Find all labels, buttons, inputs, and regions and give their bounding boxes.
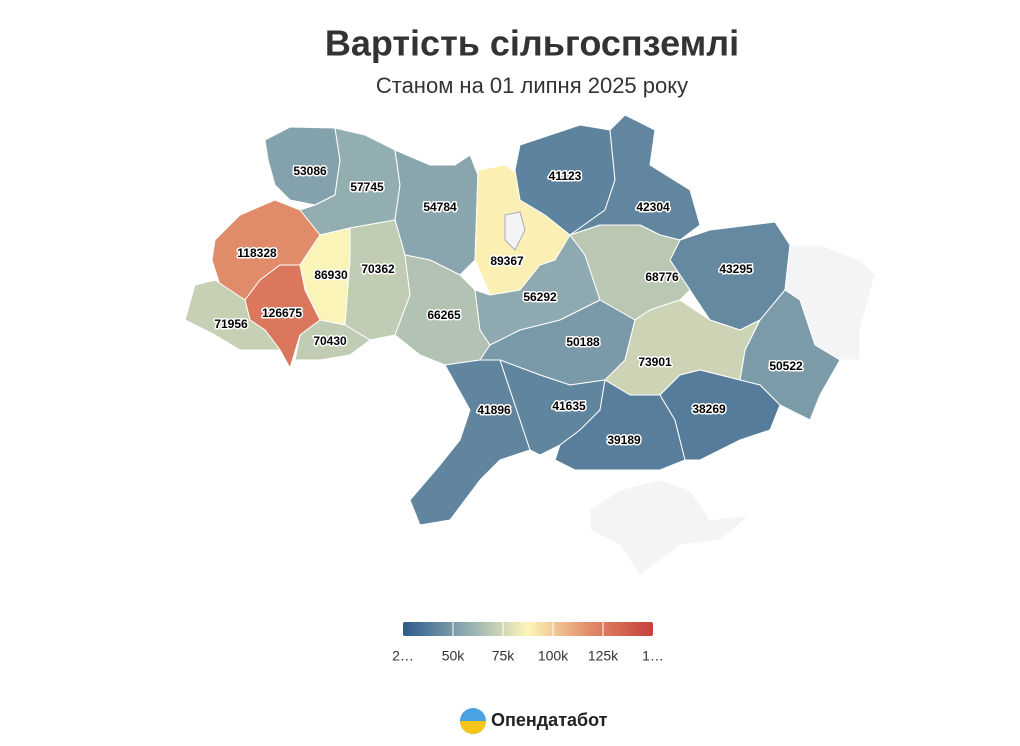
- value-label: 73901: [638, 355, 672, 369]
- value-label: 56292: [523, 290, 557, 304]
- region: [184, 279, 281, 351]
- value-label: 70430: [313, 334, 347, 348]
- value-label: 54784: [423, 200, 457, 214]
- regions: [184, 114, 876, 576]
- value-label: 126675: [262, 306, 302, 320]
- value-label: 50188: [566, 335, 600, 349]
- brand-logo: Опендатабот: [460, 708, 608, 734]
- chart-title: Вартість сільгоспземлі: [325, 23, 739, 64]
- value-label: 71956: [214, 317, 248, 331]
- value-label: 50522: [769, 359, 803, 373]
- value-label: 53086: [293, 164, 327, 178]
- region: [394, 149, 479, 276]
- legend-tick-label: 50k: [442, 648, 466, 664]
- value-label: 68776: [645, 270, 679, 284]
- kyiv-city: [504, 211, 526, 251]
- legend-tick-label: 2…: [392, 648, 414, 664]
- value-label: 66265: [427, 308, 461, 322]
- value-label: 57745: [350, 180, 384, 194]
- region: [659, 369, 781, 461]
- value-label: 38269: [692, 402, 726, 416]
- logo-icon-half: [460, 721, 486, 734]
- value-label: 42304: [636, 200, 670, 214]
- value-label: 70362: [361, 262, 395, 276]
- color-legend: [403, 622, 653, 636]
- value-label: 39189: [607, 433, 641, 447]
- value-label: 43295: [719, 262, 753, 276]
- legend-tick-label: 1…: [642, 648, 664, 664]
- value-label: 41635: [552, 399, 586, 413]
- brand-name: Опендатабот: [491, 710, 608, 730]
- value-label: 118328: [237, 246, 277, 260]
- region: [589, 479, 751, 576]
- legend-tick-label: 75k: [492, 648, 516, 664]
- value-label: 89367: [490, 254, 524, 268]
- value-label: 86930: [314, 268, 348, 282]
- chart-subtitle: Станом на 01 липня 2025 року: [376, 73, 688, 98]
- region: [294, 319, 371, 361]
- legend-tick-label: 125k: [588, 648, 619, 664]
- legend-tick-label: 100k: [538, 648, 569, 664]
- value-label: 41896: [477, 403, 511, 417]
- value-label: 41123: [549, 169, 582, 183]
